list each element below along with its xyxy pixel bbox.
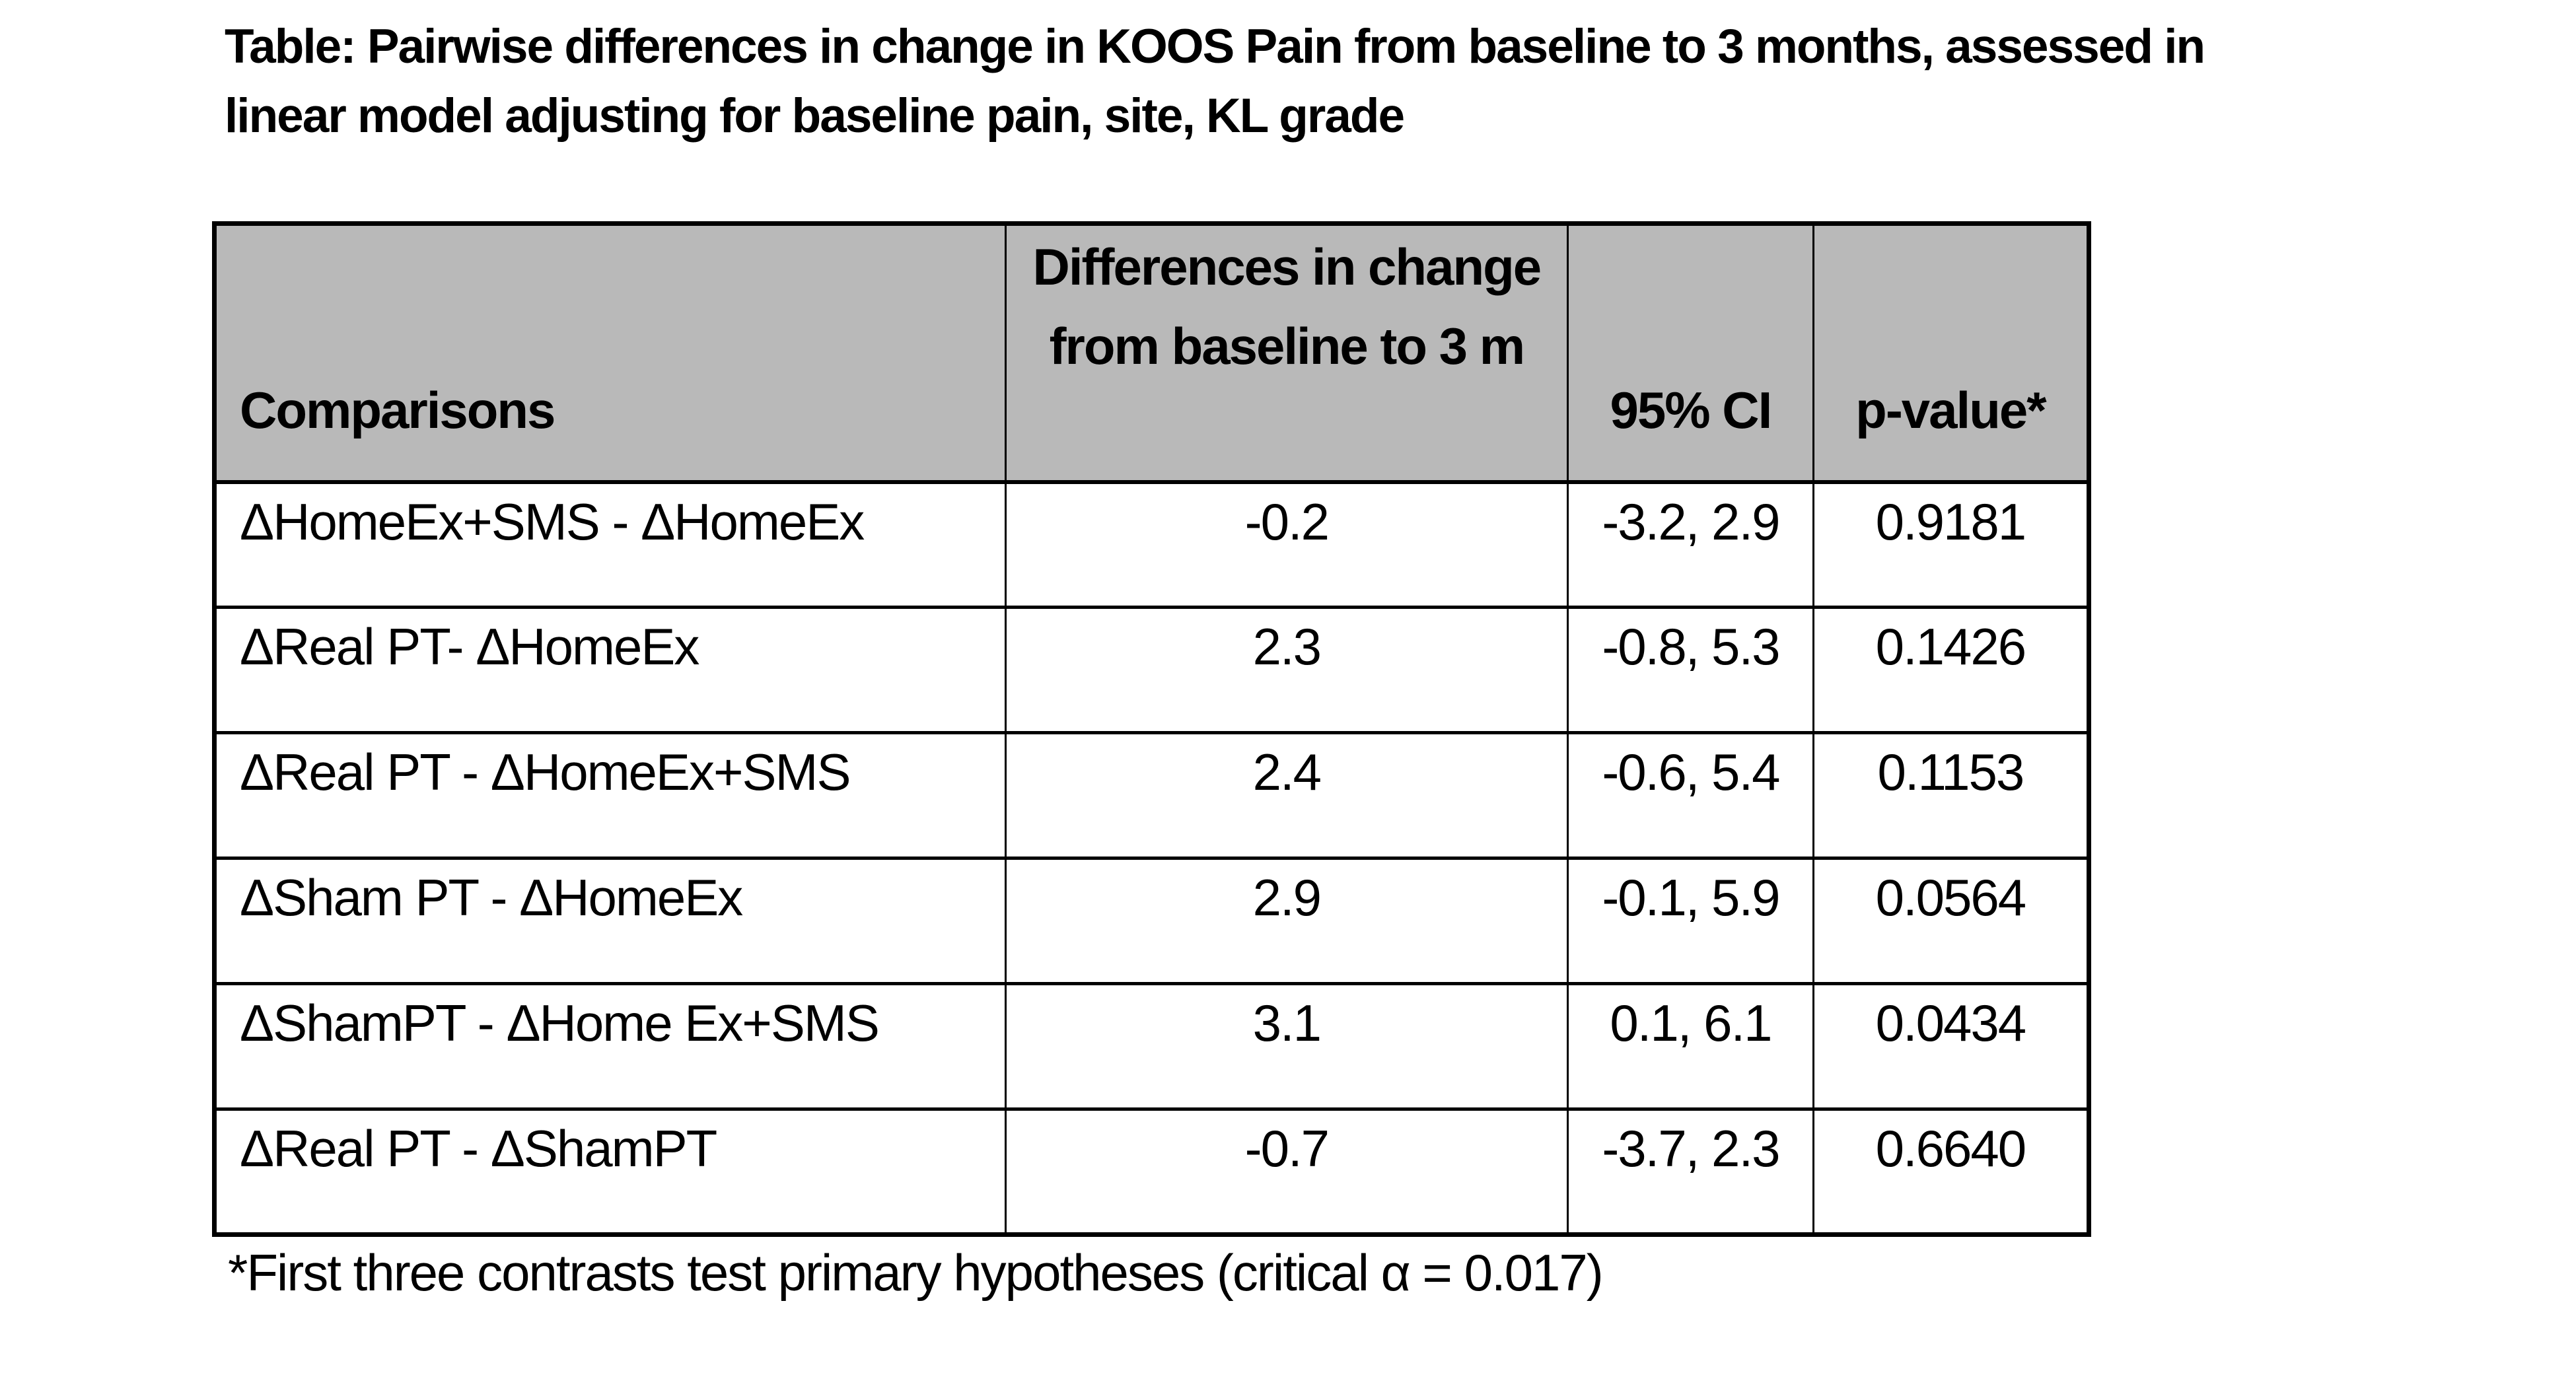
- difference-cell: 2.4: [1004, 731, 1568, 858]
- table-row: ΔReal PT- ΔHomeEx 2.3 -0.8, 5.3 0.1426: [214, 606, 2089, 733]
- difference-cell: 2.9: [1004, 857, 1568, 984]
- table-title-line1: Table: Pairwise differences in change in…: [225, 20, 2205, 73]
- ci-cell: -0.8, 5.3: [1567, 606, 1814, 733]
- ci-cell: -0.6, 5.4: [1567, 731, 1814, 858]
- comparison-cell: ΔReal PT- ΔHomeEx: [214, 606, 1006, 733]
- difference-cell: -0.2: [1004, 480, 1568, 608]
- difference-cell: 3.1: [1004, 982, 1568, 1109]
- header-cell-comparisons: Comparisons: [214, 223, 1006, 484]
- header-cell-pvalue: p-value*: [1812, 223, 2089, 484]
- table-row: ΔReal PT - ΔShamPT -0.7 -3.7, 2.3 0.6640: [214, 1107, 2089, 1235]
- table-title: Table: Pairwise differences in change in…: [225, 12, 2470, 151]
- ci-cell: -0.1, 5.9: [1567, 857, 1814, 984]
- table-row: ΔSham PT - ΔHomeEx 2.9 -0.1, 5.9 0.0564: [214, 857, 2089, 984]
- comparison-cell: ΔReal PT - ΔHomeEx+SMS: [214, 731, 1006, 858]
- table-row: ΔShamPT - ΔHome Ex+SMS 3.1 0.1, 6.1 0.04…: [214, 982, 2089, 1109]
- results-table: Comparisons Differences in change from b…: [212, 221, 2091, 1237]
- difference-cell: 2.3: [1004, 606, 1568, 733]
- difference-cell: -0.7: [1004, 1107, 1568, 1235]
- header-cell-ci: 95% CI: [1567, 223, 1814, 484]
- header-row: Comparisons Differences in change from b…: [214, 223, 2089, 484]
- table-row: ΔReal PT - ΔHomeEx+SMS 2.4 -0.6, 5.4 0.1…: [214, 731, 2089, 858]
- comparison-cell: ΔHomeEx+SMS - ΔHomeEx: [214, 480, 1006, 608]
- header-cell-differences: Differences in change from baseline to 3…: [1004, 223, 1568, 484]
- pvalue-cell: 0.1153: [1812, 731, 2089, 858]
- table-row: ΔHomeEx+SMS - ΔHomeEx -0.2 -3.2, 2.9 0.9…: [214, 480, 2089, 608]
- comparison-cell: ΔSham PT - ΔHomeEx: [214, 857, 1006, 984]
- pvalue-cell: 0.6640: [1812, 1107, 2089, 1235]
- ci-cell: 0.1, 6.1: [1567, 982, 1814, 1109]
- ci-cell: -3.7, 2.3: [1567, 1107, 1814, 1235]
- comparison-cell: ΔReal PT - ΔShamPT: [214, 1107, 1006, 1235]
- comparison-cell: ΔShamPT - ΔHome Ex+SMS: [214, 982, 1006, 1109]
- table-title-line2: linear model adjusting for baseline pain…: [225, 89, 1405, 143]
- ci-cell: -3.2, 2.9: [1567, 480, 1814, 608]
- pvalue-cell: 0.1426: [1812, 606, 2089, 733]
- header-differences-line1: Differences in change: [1032, 238, 1542, 296]
- pvalue-cell: 0.9181: [1812, 480, 2089, 608]
- table-footnote: *First three contrasts test primary hypo…: [228, 1243, 1604, 1302]
- header-differences-line2: from baseline to 3 m: [1049, 317, 1526, 375]
- pvalue-cell: 0.0564: [1812, 857, 2089, 984]
- pvalue-cell: 0.0434: [1812, 982, 2089, 1109]
